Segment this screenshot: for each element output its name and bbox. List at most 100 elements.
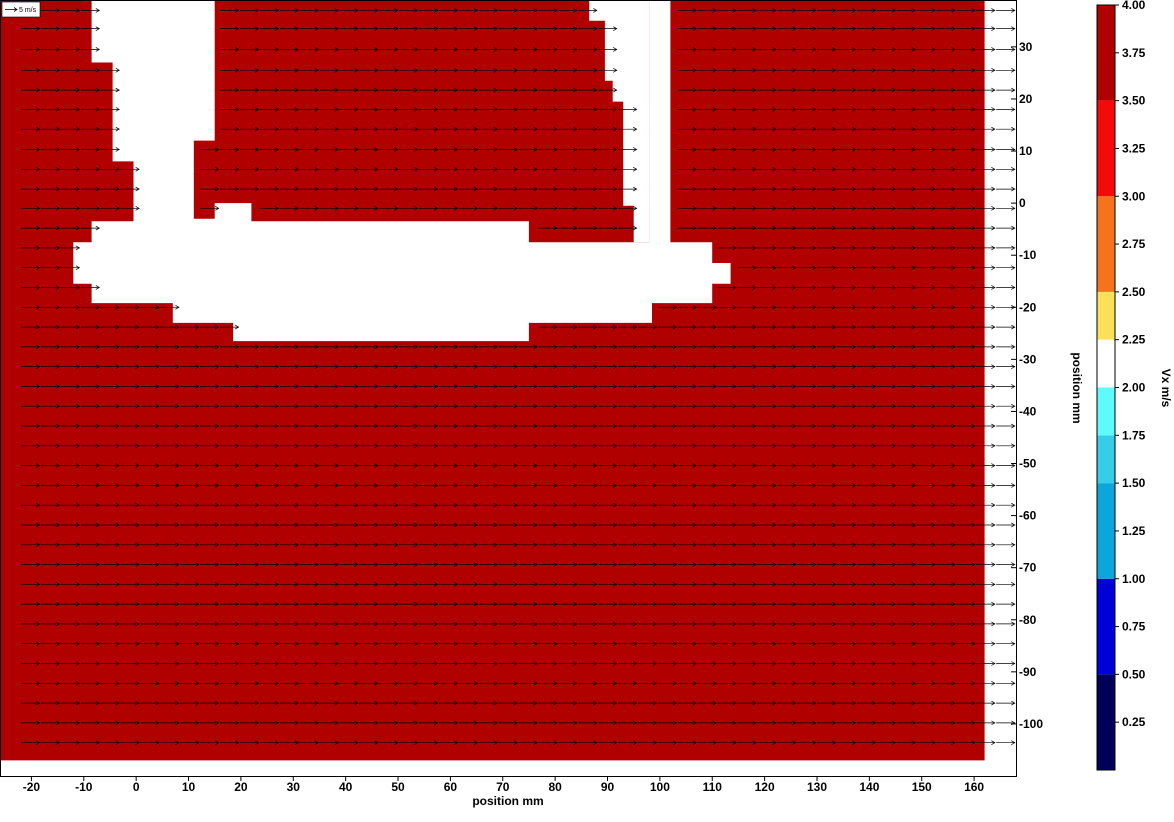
velocity-vector: [896, 245, 916, 251]
velocity-vector: [438, 126, 459, 132]
velocity-vector: [558, 147, 578, 152]
velocity-vector: [40, 26, 61, 31]
velocity-vector: [379, 720, 399, 726]
velocity-vector: [80, 680, 101, 686]
velocity-vector: [777, 502, 797, 508]
x-tick-label: 100: [650, 780, 670, 794]
velocity-vector: [777, 680, 797, 686]
velocity-vector: [836, 700, 857, 706]
vector-scale-arrowhead: [13, 7, 18, 12]
velocity-vector: [160, 364, 180, 369]
velocity-vector: [220, 601, 240, 607]
velocity-vector: [279, 344, 300, 350]
velocity-vector: [180, 344, 200, 350]
velocity-vector: [598, 324, 618, 330]
velocity-vector: [140, 403, 160, 409]
velocity-vector: [598, 661, 618, 666]
velocity-vector: [976, 403, 996, 409]
velocity-vector: [399, 463, 419, 468]
velocity-vector: [279, 47, 300, 52]
velocity-vector: [936, 562, 956, 567]
velocity-vector: [737, 206, 757, 211]
velocity-vector: [438, 700, 459, 706]
velocity-vector: [259, 344, 280, 350]
velocity-vector: [160, 661, 180, 666]
velocity-vector: [618, 582, 638, 587]
velocity-vector: [518, 641, 538, 647]
velocity-vector: [737, 107, 757, 112]
velocity-vector: [737, 601, 757, 607]
velocity-vector: [976, 364, 996, 369]
velocity-vector: [379, 403, 399, 409]
velocity-vector: [916, 304, 936, 310]
velocity-vector: [916, 621, 936, 627]
velocity-vector: [379, 621, 399, 627]
velocity-vector: [299, 384, 319, 389]
velocity-vector: [578, 344, 598, 350]
velocity-vector: [817, 186, 837, 192]
velocity-vector: [40, 206, 61, 211]
x-tick-label: 160: [964, 780, 984, 794]
velocity-vector: [20, 601, 41, 607]
velocity-vector: [777, 285, 797, 290]
velocity-vector: [836, 285, 857, 290]
velocity-vector: [936, 147, 956, 152]
velocity-vector: [60, 68, 81, 73]
velocity-vector: [558, 483, 578, 488]
velocity-vector: [419, 423, 439, 429]
velocity-vector: [239, 26, 260, 31]
velocity-vector: [259, 8, 280, 13]
velocity-vector: [936, 621, 956, 627]
velocity-vector: [598, 740, 618, 745]
velocity-vector: [677, 225, 698, 231]
velocity-vector: [757, 680, 777, 686]
velocity-vector: [757, 47, 777, 52]
velocity-vector: [836, 304, 857, 310]
velocity-vector: [20, 621, 41, 627]
velocity-vector: [618, 225, 638, 231]
velocity-vector: [697, 225, 717, 231]
velocity-vector: [797, 68, 817, 73]
velocity-vector: [817, 344, 837, 350]
velocity-vector: [757, 364, 777, 369]
velocity-vector: [478, 344, 499, 350]
velocity-vector: [60, 443, 81, 449]
velocity-vector: [797, 206, 817, 211]
velocity-vector: [478, 107, 499, 112]
velocity-vector: [438, 68, 459, 73]
velocity-vector: [657, 364, 678, 369]
velocity-vector: [319, 720, 339, 726]
velocity-vector: [498, 107, 518, 112]
velocity-vector: [876, 582, 897, 587]
velocity-vector: [896, 47, 916, 52]
velocity-vector: [498, 364, 518, 369]
velocity-vector: [976, 107, 996, 112]
velocity-vector: [936, 87, 956, 93]
velocity-vector: [697, 680, 717, 686]
velocity-vector: [996, 522, 1016, 528]
velocity-vector: [757, 641, 777, 647]
velocity-vector: [856, 324, 877, 330]
velocity-vector: [657, 502, 678, 508]
velocity-vector: [558, 582, 578, 587]
velocity-vector: [896, 384, 916, 389]
velocity-vector: [558, 206, 578, 211]
velocity-vector: [558, 47, 578, 52]
velocity-vector: [399, 166, 419, 172]
velocity-vector: [518, 186, 538, 192]
velocity-vector: [478, 26, 499, 31]
velocity-vector: [100, 522, 120, 528]
velocity-vector: [777, 403, 797, 409]
velocity-vector: [458, 364, 479, 369]
velocity-vector: [896, 463, 916, 468]
velocity-vector: [279, 562, 300, 567]
velocity-vector: [518, 582, 538, 587]
velocity-vector: [598, 403, 618, 409]
velocity-vector: [618, 344, 638, 350]
velocity-vector: [677, 364, 698, 369]
velocity-vector: [976, 483, 996, 488]
velocity-vector: [458, 26, 479, 31]
velocity-vector: [817, 47, 837, 52]
velocity-vector: [140, 364, 160, 369]
velocity-vector: [956, 443, 976, 449]
